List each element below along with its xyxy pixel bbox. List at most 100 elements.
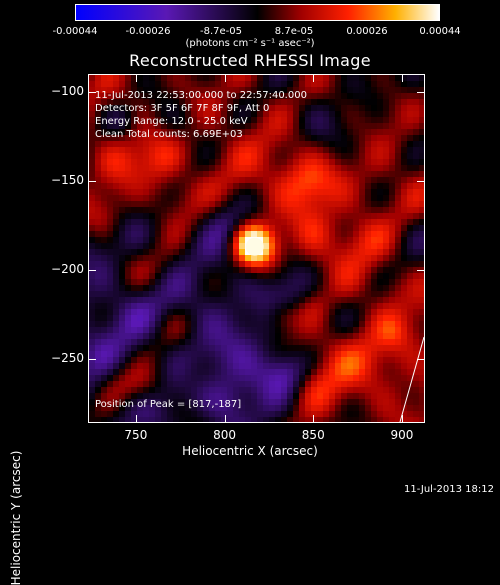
heatmap-cell (383, 123, 390, 130)
heatmap-cell (293, 213, 300, 220)
heatmap-cell (245, 309, 252, 316)
heatmap-cell (173, 183, 180, 190)
heatmap-cell (89, 159, 96, 166)
heatmap-cell (347, 339, 354, 346)
heatmap-cell (371, 333, 378, 340)
heatmap-cell (257, 393, 264, 400)
heatmap-cell (179, 411, 186, 418)
heatmap-cell (401, 159, 408, 166)
heatmap-cell (113, 207, 120, 214)
heatmap-cell (179, 369, 186, 376)
heatmap-cell (329, 81, 336, 88)
heatmap-cell (185, 75, 192, 82)
heatmap-cell (215, 123, 222, 130)
heatmap-cell (335, 231, 342, 238)
heatmap-cell (377, 165, 384, 172)
heatmap-cell (347, 273, 354, 280)
heatmap-cell (269, 117, 276, 124)
heatmap-cell (377, 327, 384, 334)
heatmap-cell (221, 351, 228, 358)
heatmap-cell (281, 141, 288, 148)
heatmap-cell (89, 99, 96, 106)
heatmap-cell (221, 387, 228, 394)
heatmap-cell (287, 195, 294, 202)
heatmap-cell (185, 87, 192, 94)
heatmap-cell (389, 261, 396, 268)
heatmap-cell (329, 273, 336, 280)
heatmap-cell (383, 249, 390, 256)
heatmap-cell (209, 267, 216, 274)
heatmap-cell (287, 129, 294, 136)
heatmap-cell (263, 285, 270, 292)
heatmap-cell (341, 339, 348, 346)
heatmap-cell (167, 315, 174, 322)
heatmap-cell (173, 99, 180, 106)
heatmap-cell (293, 279, 300, 286)
heatmap-cell (251, 303, 258, 310)
heatmap-cell (239, 177, 246, 184)
heatmap-cell (221, 141, 228, 148)
heatmap-cell (311, 267, 318, 274)
heatmap-cell (323, 111, 330, 118)
heatmap-cell (245, 105, 252, 112)
heatmap-cell (257, 165, 264, 172)
heatmap-cell (113, 225, 120, 232)
heatmap-cell (89, 339, 96, 346)
heatmap-cell (275, 327, 282, 334)
heatmap-cell (341, 315, 348, 322)
heatmap-cell (185, 405, 192, 412)
heatmap-cell (203, 231, 210, 238)
heatmap-cell (347, 327, 354, 334)
heatmap-cell (89, 195, 96, 202)
heatmap-cell (143, 93, 150, 100)
heatmap-cell (305, 237, 312, 244)
heatmap-cell (419, 351, 424, 358)
heatmap-cell (377, 381, 384, 388)
heatmap-cell (419, 231, 424, 238)
heatmap-cell (263, 243, 270, 250)
heatmap-cell (209, 375, 216, 382)
heatmap-cell (245, 411, 252, 418)
heatmap-cell (215, 291, 222, 298)
heatmap-cell (173, 297, 180, 304)
heatmap-cell (251, 393, 258, 400)
heatmap-cell (155, 87, 162, 94)
heatmap-cell (161, 351, 168, 358)
heatmap-cell (143, 405, 150, 412)
heatmap-cell (335, 303, 342, 310)
heatmap-cell (209, 81, 216, 88)
heatmap-cell (215, 363, 222, 370)
heatmap-cell (137, 147, 144, 154)
heatmap-cell (335, 105, 342, 112)
heatmap-cell (239, 165, 246, 172)
heatmap-cell (167, 117, 174, 124)
heatmap-cell (137, 243, 144, 250)
heatmap-cell (233, 165, 240, 172)
heatmap-cell (323, 195, 330, 202)
heatmap-cell (203, 213, 210, 220)
heatmap-cell (263, 249, 270, 256)
heatmap-cell (395, 147, 402, 154)
heatmap-cell (269, 159, 276, 166)
heatmap-cell (359, 219, 366, 226)
heatmap-cell (209, 255, 216, 262)
heatmap-cell (101, 399, 108, 406)
heatmap-cell (149, 189, 156, 196)
heatmap-cell (239, 243, 246, 250)
heatmap-cell (251, 93, 258, 100)
heatmap-cell (113, 159, 120, 166)
heatmap-cell (137, 393, 144, 400)
heatmap-cell (389, 249, 396, 256)
heatmap-cell (203, 387, 210, 394)
heatmap-cell (239, 159, 246, 166)
heatmap-cell (155, 153, 162, 160)
heatmap-cell (287, 261, 294, 268)
heatmap-cell (185, 417, 192, 422)
colorbar-tick-label: -0.00044 (52, 26, 98, 37)
heatmap-cell (149, 171, 156, 178)
heatmap-cell (197, 189, 204, 196)
heatmap-cell (245, 327, 252, 334)
heatmap-cell (251, 333, 258, 340)
heatmap-cell (107, 159, 114, 166)
heatmap-cell (239, 93, 246, 100)
